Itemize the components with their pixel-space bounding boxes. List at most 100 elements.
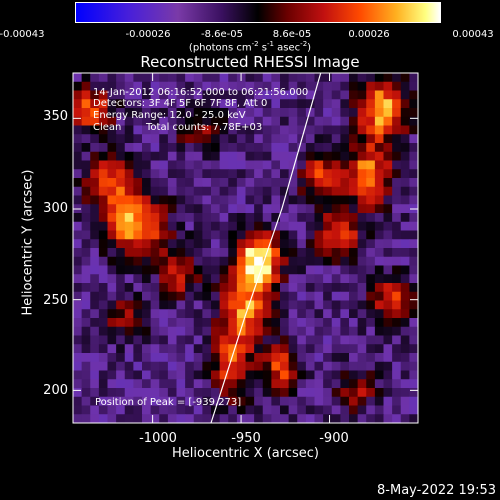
heatmap-cell xyxy=(409,99,419,109)
heatmap-cell xyxy=(305,230,316,240)
heatmap-cell xyxy=(176,300,186,310)
heatmap-cell xyxy=(98,230,109,240)
heatmap-cell xyxy=(98,90,109,100)
heatmap-cell xyxy=(374,414,385,424)
heatmap-cell xyxy=(374,230,385,240)
heatmap-cell xyxy=(236,318,247,328)
heatmap-cell xyxy=(262,125,272,135)
heatmap-cell xyxy=(185,256,195,266)
heatmap-cell xyxy=(305,405,316,415)
heatmap-cell xyxy=(331,195,341,205)
heatmap-cell xyxy=(150,108,160,118)
heatmap-cell xyxy=(349,99,359,109)
heatmap-cell xyxy=(193,405,203,415)
heatmap-cell xyxy=(228,143,238,153)
heatmap-cell xyxy=(400,204,410,214)
heatmap-cell xyxy=(383,108,393,118)
heatmap-cell xyxy=(185,213,195,223)
heatmap-cell xyxy=(297,274,307,284)
heatmap-cell xyxy=(133,125,143,135)
heatmap-cell xyxy=(219,361,229,371)
heatmap-cell xyxy=(383,248,393,258)
heatmap-cell xyxy=(383,370,393,380)
heatmap-cell xyxy=(81,143,91,153)
heatmap-cell xyxy=(262,90,272,100)
heatmap-cell xyxy=(374,291,385,301)
heatmap-cell xyxy=(400,274,410,284)
heatmap-cell xyxy=(167,160,178,170)
heatmap-cell xyxy=(124,256,134,266)
heatmap-cell xyxy=(236,134,247,144)
heatmap-cell xyxy=(349,186,359,196)
heatmap-cell xyxy=(366,335,376,345)
heatmap-cell xyxy=(383,326,393,336)
heatmap-cell xyxy=(271,186,281,196)
heatmap-cell xyxy=(305,143,316,153)
heatmap-cell xyxy=(150,248,160,258)
heatmap-cell xyxy=(349,116,359,126)
heatmap-cell xyxy=(116,291,126,301)
heatmap-cell xyxy=(202,370,212,380)
heatmap-cell xyxy=(150,353,160,363)
heatmap-cell xyxy=(107,248,117,258)
heatmap-cell xyxy=(236,204,247,214)
heatmap-cell xyxy=(357,414,367,424)
heatmap-cell xyxy=(392,221,402,231)
heatmap-cell xyxy=(254,326,264,336)
heatmap-cell xyxy=(150,186,160,196)
heatmap-cell xyxy=(116,178,126,188)
heatmap-cell xyxy=(280,143,290,153)
heatmap-cell xyxy=(314,291,324,301)
heatmap-cell xyxy=(236,300,247,310)
heatmap-cell xyxy=(81,318,91,328)
heatmap-cell xyxy=(176,134,186,144)
heatmap-cell xyxy=(193,230,203,240)
heatmap-cell xyxy=(331,274,341,284)
heatmap-cell xyxy=(254,335,264,345)
heatmap-cell xyxy=(176,256,186,266)
heatmap-cell xyxy=(167,239,178,249)
heatmap-cell xyxy=(142,160,152,170)
heatmap-cell xyxy=(124,318,134,328)
heatmap-cell xyxy=(409,353,419,363)
heatmap-cell xyxy=(167,230,178,240)
heatmap-cell xyxy=(288,125,298,135)
heatmap-cell xyxy=(98,326,109,336)
heatmap-cell xyxy=(176,405,186,415)
heatmap-cell xyxy=(202,326,212,336)
heatmap-cell xyxy=(107,230,117,240)
heatmap-cell xyxy=(73,143,83,153)
heatmap-cell xyxy=(202,361,212,371)
heatmap-cell xyxy=(116,248,126,258)
heatmap-cell xyxy=(202,116,212,126)
heatmap-cell xyxy=(193,186,203,196)
heatmap-cell xyxy=(357,388,367,398)
heatmap-cell xyxy=(323,151,333,161)
heatmap-cell xyxy=(280,125,290,135)
heatmap-cell xyxy=(280,90,290,100)
heatmap-cell xyxy=(202,213,212,223)
heatmap-cell xyxy=(400,81,410,91)
heatmap-cell xyxy=(400,405,410,415)
heatmap-cell xyxy=(392,204,402,214)
colorbar-tick: 0.00026 xyxy=(348,29,390,40)
heatmap-cell xyxy=(81,344,91,354)
heatmap-cell xyxy=(280,230,290,240)
heatmap-cell xyxy=(383,414,393,424)
heatmap-cell xyxy=(219,90,229,100)
heatmap-cell xyxy=(288,388,298,398)
heatmap-cell xyxy=(305,169,316,179)
heatmap-cell xyxy=(142,388,152,398)
heatmap-cell xyxy=(280,396,290,406)
heatmap-cell xyxy=(142,239,152,249)
heatmap-cell xyxy=(202,335,212,345)
heatmap-cell xyxy=(107,195,117,205)
heatmap-cell xyxy=(340,108,350,118)
heatmap-cell xyxy=(211,274,221,284)
heatmap-cell xyxy=(288,361,298,371)
heatmap-cell xyxy=(323,143,333,153)
heatmap-cell xyxy=(81,326,91,336)
heatmap-cell xyxy=(305,414,316,424)
heatmap-cell xyxy=(323,99,333,109)
heatmap-cell xyxy=(340,326,350,336)
